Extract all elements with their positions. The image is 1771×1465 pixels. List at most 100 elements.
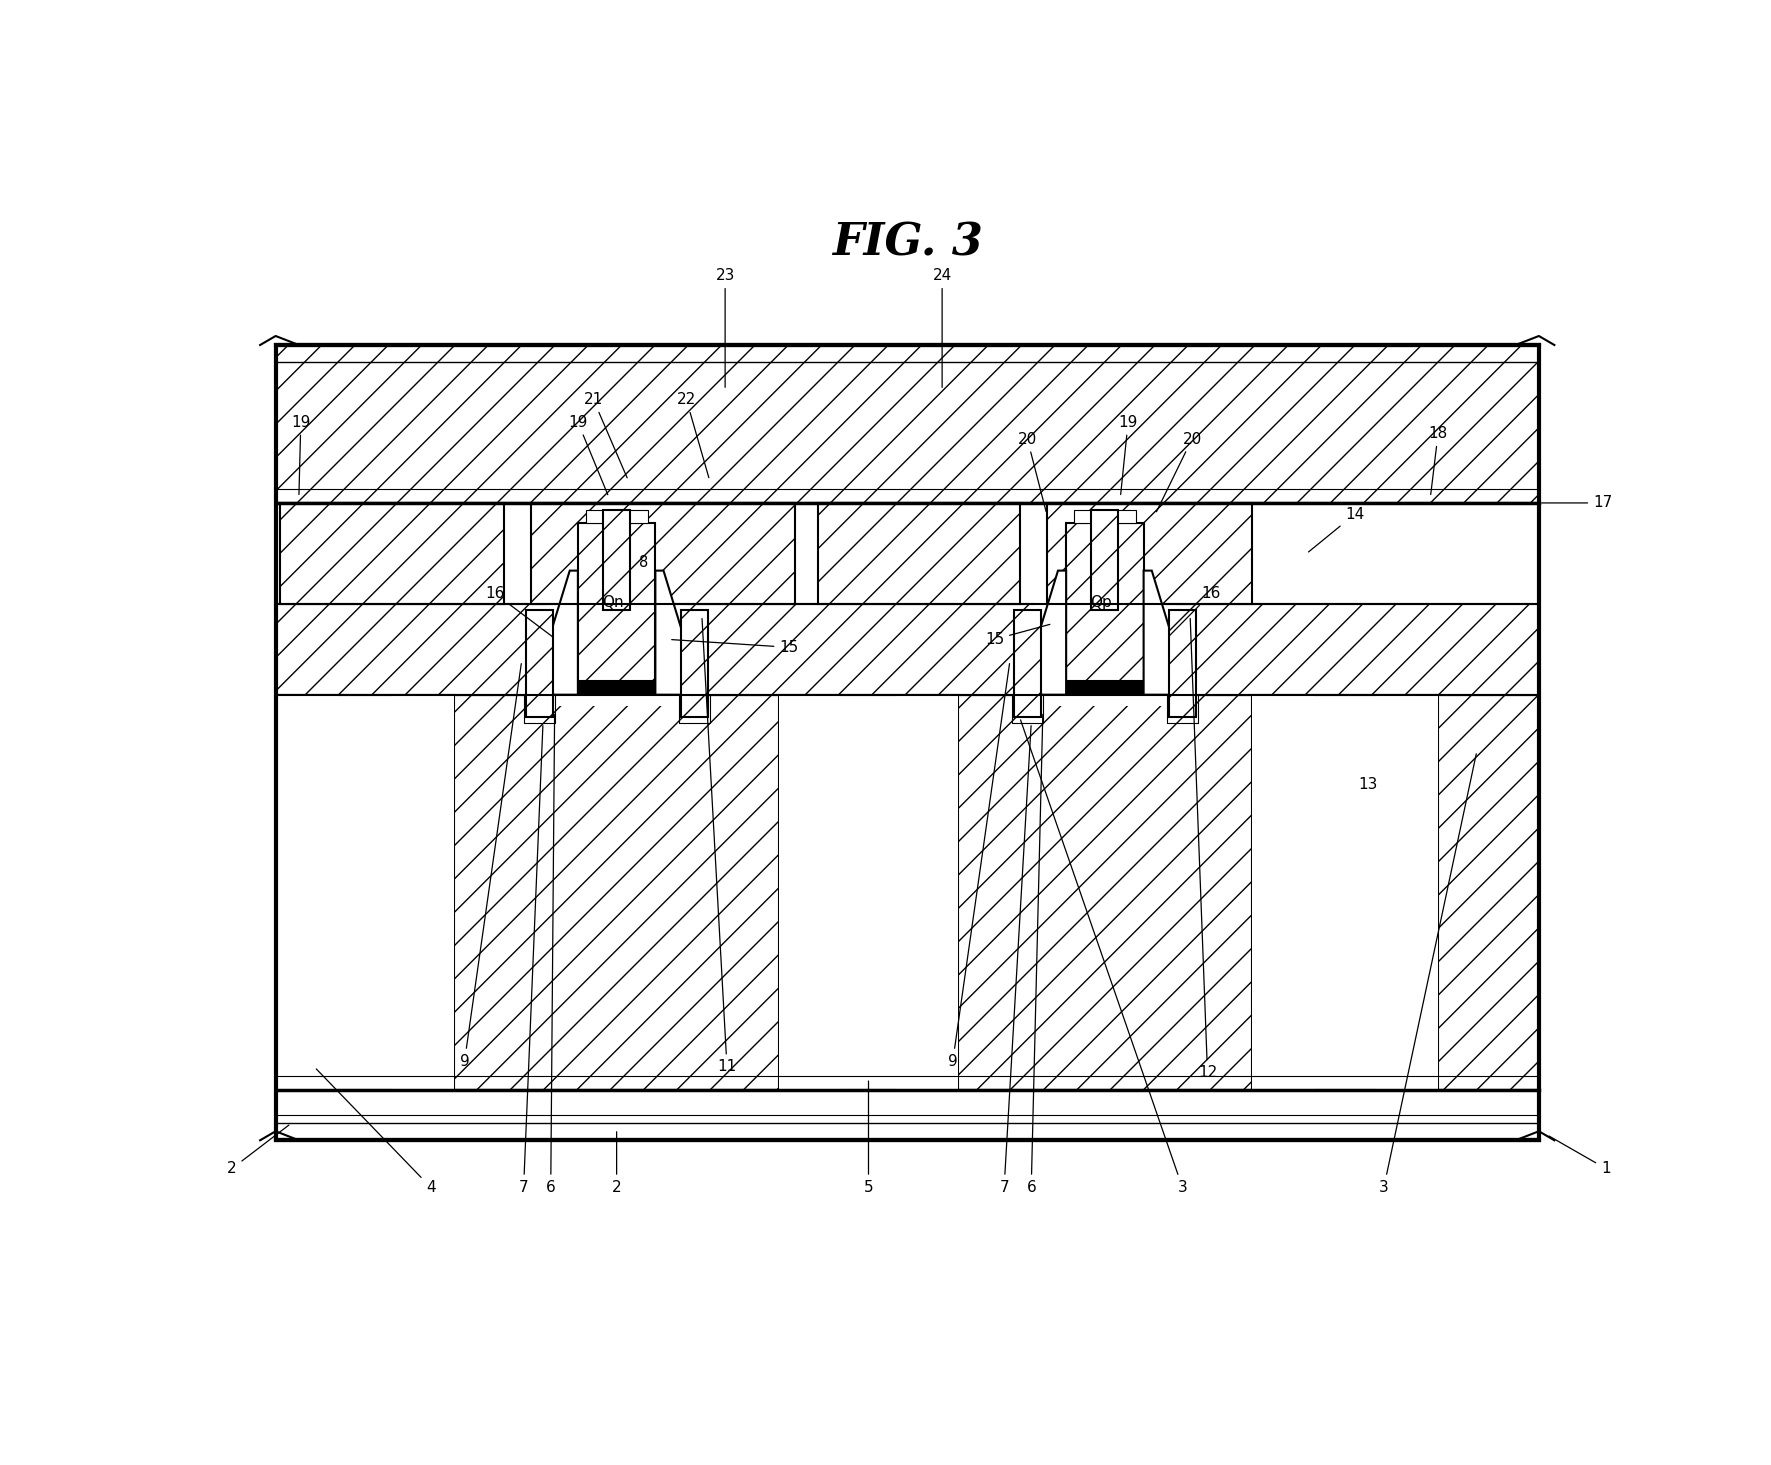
Bar <box>604 510 630 609</box>
Text: 9: 9 <box>460 664 521 1069</box>
Bar <box>586 510 648 523</box>
Text: 16: 16 <box>1169 586 1222 636</box>
Text: 24: 24 <box>933 268 951 387</box>
Text: 11: 11 <box>701 618 737 1074</box>
Bar <box>276 344 1539 502</box>
Bar <box>524 694 554 722</box>
Text: 13: 13 <box>1358 778 1378 793</box>
Text: 5: 5 <box>864 1081 873 1195</box>
Bar <box>1066 681 1144 694</box>
Bar <box>1252 694 1314 1090</box>
Text: 20: 20 <box>1156 432 1203 511</box>
Text: 7: 7 <box>999 725 1031 1195</box>
Bar <box>1066 523 1144 681</box>
Text: 17: 17 <box>1541 495 1612 510</box>
Bar <box>391 694 453 1090</box>
Bar <box>276 694 338 1090</box>
Bar <box>1376 694 1438 1090</box>
Bar <box>531 502 795 605</box>
Bar <box>280 502 505 605</box>
Bar <box>1252 694 1438 1090</box>
Bar <box>680 609 708 718</box>
Bar <box>547 511 687 706</box>
Bar <box>276 694 453 1090</box>
Polygon shape <box>1144 570 1171 694</box>
Bar <box>1091 510 1119 609</box>
Text: FIG. 3: FIG. 3 <box>832 223 983 265</box>
Text: 19: 19 <box>290 415 310 495</box>
Text: 4: 4 <box>317 1069 436 1195</box>
Bar <box>1011 694 1043 722</box>
Bar <box>577 523 655 681</box>
Bar <box>391 694 453 1090</box>
Text: 18: 18 <box>1429 426 1447 495</box>
Bar <box>276 694 338 1090</box>
Bar <box>280 502 505 605</box>
Bar <box>276 344 1539 502</box>
Text: 9: 9 <box>947 664 1009 1069</box>
Bar <box>526 609 553 718</box>
Bar <box>896 694 958 1090</box>
Bar <box>1066 523 1144 681</box>
Bar <box>1091 510 1119 609</box>
Polygon shape <box>551 570 577 694</box>
Bar <box>276 694 1539 1090</box>
Bar <box>779 694 841 1090</box>
Text: 14: 14 <box>1309 507 1364 552</box>
Bar <box>678 694 710 722</box>
Text: Qp: Qp <box>1091 595 1112 609</box>
Bar <box>526 609 553 718</box>
Bar <box>276 605 1539 694</box>
Bar <box>1047 502 1252 605</box>
Text: 8: 8 <box>639 555 648 570</box>
Text: 1: 1 <box>1550 1135 1610 1176</box>
Text: 23: 23 <box>715 268 735 387</box>
Text: 7: 7 <box>519 725 544 1195</box>
Text: 6: 6 <box>1027 715 1043 1195</box>
Bar <box>1167 694 1197 722</box>
Text: 19: 19 <box>1119 415 1137 495</box>
Text: 21: 21 <box>584 393 627 478</box>
Text: 3: 3 <box>1380 754 1477 1195</box>
Bar <box>896 694 958 1090</box>
Bar <box>276 605 1539 694</box>
Bar <box>531 502 795 605</box>
Bar <box>1013 609 1041 718</box>
Bar <box>1167 694 1197 722</box>
Bar <box>678 694 710 722</box>
Bar <box>1252 694 1314 1090</box>
Bar <box>1169 609 1195 718</box>
Bar <box>577 523 655 681</box>
Text: 6: 6 <box>545 715 556 1195</box>
Text: 15: 15 <box>985 624 1050 648</box>
Text: 15: 15 <box>671 640 799 655</box>
Bar <box>779 694 841 1090</box>
Bar <box>1376 694 1438 1090</box>
Bar <box>1047 502 1252 605</box>
Text: 16: 16 <box>485 586 553 637</box>
Bar <box>276 694 1539 1090</box>
Bar <box>524 694 554 722</box>
Text: 3: 3 <box>1020 719 1187 1195</box>
Bar <box>276 344 1539 1140</box>
Bar <box>276 1090 1539 1140</box>
Text: 2: 2 <box>611 1132 622 1195</box>
Bar <box>1034 511 1174 706</box>
Polygon shape <box>1040 570 1066 694</box>
Bar <box>1169 609 1195 718</box>
Text: 19: 19 <box>568 415 607 495</box>
Bar <box>577 681 655 694</box>
Text: 20: 20 <box>1018 432 1047 511</box>
Bar <box>818 502 1020 605</box>
Text: 2: 2 <box>227 1125 289 1176</box>
Text: 22: 22 <box>677 393 708 478</box>
Bar <box>779 694 958 1090</box>
Text: 12: 12 <box>1190 618 1217 1080</box>
Polygon shape <box>655 570 682 694</box>
Bar <box>1013 609 1041 718</box>
Bar <box>604 510 630 609</box>
Bar <box>1011 694 1043 722</box>
Bar <box>680 609 708 718</box>
Bar <box>818 502 1020 605</box>
Text: Qn: Qn <box>602 595 623 609</box>
